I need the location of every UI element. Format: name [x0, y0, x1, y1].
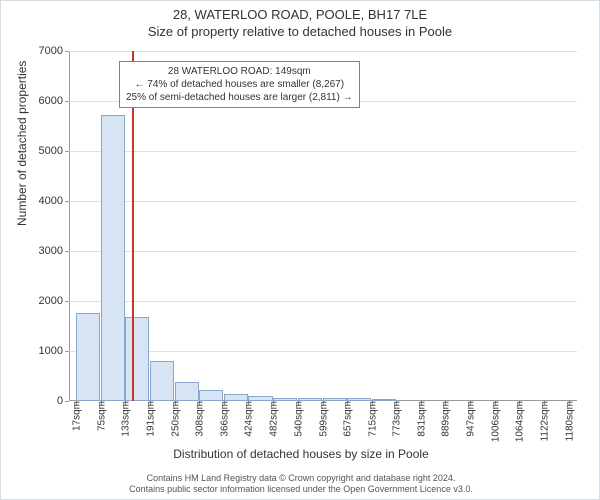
gridline: [69, 51, 577, 52]
x-tick-label: 250sqm: [168, 401, 181, 437]
histogram-bar: [175, 382, 199, 402]
x-tick-label: 482sqm: [267, 401, 280, 437]
gridline: [69, 301, 577, 302]
x-tick-label: 1006sqm: [488, 401, 501, 442]
x-tick-label: 889sqm: [439, 401, 452, 437]
footer-attribution: Contains HM Land Registry data © Crown c…: [1, 473, 600, 495]
histogram-bar: [224, 394, 248, 401]
annotation-box: 28 WATERLOO ROAD: 149sqm← 74% of detache…: [119, 61, 360, 108]
x-tick-label: 75sqm: [94, 401, 107, 431]
y-axis-title: Number of detached properties: [15, 61, 29, 226]
gridline: [69, 151, 577, 152]
histogram-bar: [76, 313, 100, 401]
gridline: [69, 201, 577, 202]
title-block: 28, WATERLOO ROAD, POOLE, BH17 7LE Size …: [1, 1, 599, 39]
histogram-bar: [150, 361, 174, 401]
footer-line-1: Contains HM Land Registry data © Crown c…: [1, 473, 600, 484]
annotation-line: 28 WATERLOO ROAD: 149sqm: [126, 65, 353, 78]
x-tick-label: 773sqm: [390, 401, 403, 437]
histogram-bar: [125, 317, 149, 402]
chart-subtitle: Size of property relative to detached ho…: [1, 24, 599, 39]
gridline: [69, 251, 577, 252]
y-tick-label: 1000: [39, 345, 69, 357]
y-tick-label: 5000: [39, 145, 69, 157]
x-tick-label: 947sqm: [463, 401, 476, 437]
x-tick-label: 424sqm: [242, 401, 255, 437]
y-tick-label: 0: [57, 395, 69, 407]
x-tick-label: 657sqm: [341, 401, 354, 437]
x-tick-label: 540sqm: [291, 401, 304, 437]
x-tick-label: 191sqm: [143, 401, 156, 437]
y-tick-label: 3000: [39, 245, 69, 257]
histogram-bar: [101, 115, 125, 402]
chart-title: 28, WATERLOO ROAD, POOLE, BH17 7LE: [1, 7, 599, 22]
x-tick-label: 599sqm: [316, 401, 329, 437]
x-tick-label: 1064sqm: [513, 401, 526, 442]
x-tick-label: 1122sqm: [537, 401, 550, 441]
y-tick-label: 7000: [39, 45, 69, 57]
x-tick-label: 366sqm: [217, 401, 230, 437]
x-tick-label: 831sqm: [414, 401, 427, 437]
footer-line-2: Contains public sector information licen…: [1, 484, 600, 495]
x-tick-label: 17sqm: [70, 401, 83, 431]
chart-container: 28, WATERLOO ROAD, POOLE, BH17 7LE Size …: [0, 0, 600, 500]
y-tick-label: 6000: [39, 95, 69, 107]
y-axis-line: [69, 51, 70, 401]
annotation-line: ← 74% of detached houses are smaller (8,…: [126, 78, 353, 91]
histogram-bar: [199, 390, 223, 401]
x-tick-label: 1180sqm: [562, 401, 575, 441]
y-tick-label: 2000: [39, 295, 69, 307]
y-tick-label: 4000: [39, 195, 69, 207]
x-tick-label: 715sqm: [365, 401, 378, 437]
x-axis-title: Distribution of detached houses by size …: [1, 447, 600, 461]
x-tick-label: 133sqm: [119, 401, 132, 437]
x-tick-label: 308sqm: [193, 401, 206, 437]
annotation-line: 25% of semi-detached houses are larger (…: [126, 91, 353, 104]
plot-area: 0100020003000400050006000700017sqm75sqm1…: [69, 51, 577, 401]
